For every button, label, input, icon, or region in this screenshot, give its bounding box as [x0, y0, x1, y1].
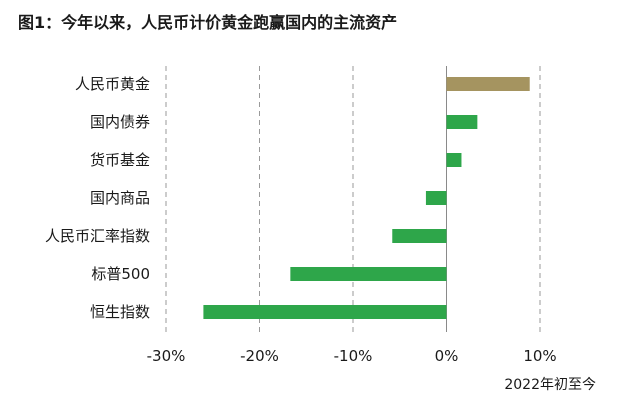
- category-label: 恒生指数: [90, 303, 150, 321]
- category-label: 人民币黄金: [75, 75, 150, 93]
- tick-label: 10%: [523, 347, 556, 365]
- bar: [203, 305, 447, 319]
- grid-lines: [165, 66, 541, 332]
- bar: [446, 77, 530, 91]
- tick-label: -30%: [147, 347, 186, 365]
- bar: [446, 115, 478, 129]
- tick-label: -20%: [240, 347, 279, 365]
- bar: [392, 229, 447, 243]
- category-label: 货币基金: [90, 151, 150, 169]
- category-label: 人民币汇率指数: [45, 227, 150, 245]
- tick-labels: -30% -20% -10% 0% 10%: [147, 347, 557, 365]
- chart-title: 图1：今年以来，人民币计价黄金跑赢国内的主流资产: [18, 13, 398, 32]
- bar: [446, 153, 462, 167]
- bar: [425, 191, 447, 205]
- tick-label: -10%: [334, 347, 373, 365]
- category-label: 标普500: [91, 265, 150, 283]
- category-label: 国内债券: [90, 113, 150, 131]
- category-label: 国内商品: [90, 189, 150, 207]
- bars: [203, 77, 530, 319]
- tick-label: 0%: [435, 347, 459, 365]
- x-axis-label: 2022年初至今: [504, 376, 596, 393]
- bar: [290, 267, 447, 281]
